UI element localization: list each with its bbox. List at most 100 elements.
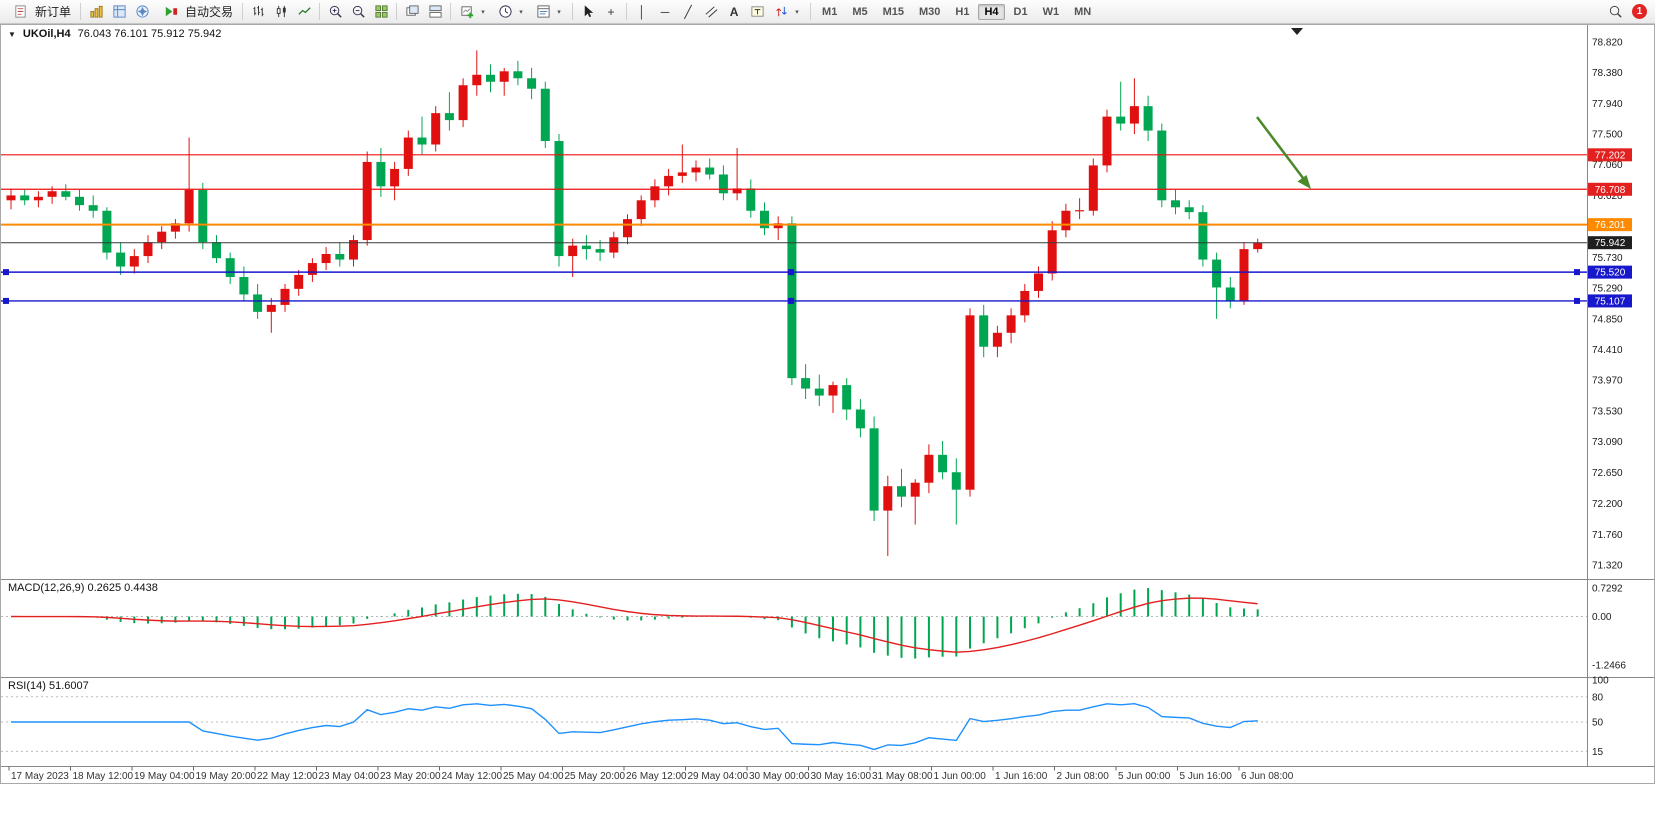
- chevron-down-icon: ▾: [557, 8, 561, 16]
- market-watch-icon: [112, 5, 126, 18]
- charts-button[interactable]: [85, 2, 107, 22]
- chart-canvas[interactable]: 78.820 78.380 77.940 77.500 77.060 76.620 75.7…: [1, 25, 1654, 783]
- trendline-button[interactable]: ╱: [684, 4, 692, 19]
- vertical-line-button[interactable]: │: [638, 4, 646, 19]
- svg-text:5 Jun 16:00: 5 Jun 16:00: [1180, 771, 1233, 782]
- separator: [572, 3, 574, 20]
- svg-text:5 Jun 00:00: 5 Jun 00:00: [1118, 771, 1171, 782]
- svg-text:30 May 00:00: 30 May 00:00: [749, 771, 810, 782]
- periods-button[interactable]: ▾: [493, 2, 530, 22]
- svg-text:77.202: 77.202: [1595, 150, 1626, 161]
- ohlc-values: 76.043 76.101 75.912 75.942: [77, 28, 222, 40]
- svg-text:78.820: 78.820: [1592, 38, 1623, 49]
- svg-text:80: 80: [1592, 692, 1604, 703]
- svg-text:76.620: 76.620: [1592, 191, 1623, 202]
- equidistant-channel-button[interactable]: [700, 2, 722, 22]
- horizontal-line-button[interactable]: ─: [660, 4, 670, 19]
- separator: [450, 3, 452, 20]
- zoom-in-button[interactable]: [324, 2, 346, 22]
- timeframe-H1[interactable]: H1: [955, 5, 970, 18]
- separator: [80, 3, 82, 20]
- separator: [626, 3, 628, 20]
- svg-text:77.500: 77.500: [1592, 130, 1623, 141]
- svg-text:1 Jun 16:00: 1 Jun 16:00: [995, 771, 1048, 782]
- bar-chart-button[interactable]: [247, 2, 269, 22]
- chevron-down-icon: ▾: [481, 8, 485, 16]
- line-chart-button[interactable]: [293, 2, 315, 22]
- tile-horizontally-button[interactable]: [424, 2, 446, 22]
- tile-windows-button[interactable]: [370, 2, 392, 22]
- timeframe-M5[interactable]: M5: [852, 5, 868, 18]
- svg-text:23 May 20:00: 23 May 20:00: [380, 771, 441, 782]
- separator: [810, 3, 812, 20]
- separator: [396, 3, 398, 20]
- svg-text:76.201: 76.201: [1595, 220, 1626, 231]
- notification-badge[interactable]: 1: [1632, 4, 1647, 19]
- candlestick-chart-button[interactable]: [270, 2, 292, 22]
- svg-text:22 May 12:00: 22 May 12:00: [257, 771, 318, 782]
- cascade-windows-button[interactable]: [401, 2, 423, 22]
- separator: [319, 3, 321, 20]
- timeframe-W1[interactable]: W1: [1042, 5, 1060, 18]
- template-icon: [537, 5, 550, 18]
- svg-text:25 May 20:00: 25 May 20:00: [565, 771, 626, 782]
- cascade-windows-icon: [405, 5, 419, 16]
- candlestick-chart-icon: [276, 5, 286, 18]
- autotrading-label: 自动交易: [185, 5, 234, 19]
- svg-text:31 May 08:00: 31 May 08:00: [872, 771, 933, 782]
- market-watch-button[interactable]: [108, 2, 130, 22]
- svg-text:71.320: 71.320: [1592, 561, 1623, 572]
- zoom-out-button[interactable]: [347, 2, 369, 22]
- svg-text:78.380: 78.380: [1592, 68, 1623, 79]
- svg-text:24 May 12:00: 24 May 12:00: [442, 771, 503, 782]
- text-button[interactable]: A: [729, 4, 739, 19]
- svg-text:19 May 20:00: 19 May 20:00: [196, 771, 257, 782]
- timeframe-M30[interactable]: M30: [919, 5, 941, 18]
- symbol-period-label: UKOil,H4: [22, 28, 71, 40]
- new-order-icon: [9, 2, 31, 22]
- cursor-button[interactable]: [577, 2, 599, 22]
- autotrading-button[interactable]: 自动交易: [154, 2, 238, 22]
- chart-window: 78.820 78.380 77.940 77.500 77.060 76.620 75.7…: [0, 24, 1655, 784]
- rsi-indicator-label: RSI(14) 51.6007: [8, 680, 89, 692]
- timeframe-D1[interactable]: D1: [1013, 5, 1028, 18]
- svg-text:50: 50: [1592, 718, 1604, 729]
- navigator-button[interactable]: [131, 2, 153, 22]
- toolbar: 新订单 自动交易: [0, 0, 1655, 24]
- crosshair-button[interactable]: +: [607, 4, 615, 19]
- zoom-in-icon: [329, 5, 342, 18]
- timeframe-M1[interactable]: M1: [822, 5, 838, 18]
- svg-text:18 May 12:00: 18 May 12:00: [73, 771, 134, 782]
- tile-windows-icon: [374, 5, 388, 18]
- svg-text:15: 15: [1592, 747, 1604, 758]
- navigator-icon: [135, 5, 149, 18]
- templates-button[interactable]: ▾: [531, 2, 568, 22]
- timeframe-H4[interactable]: H4: [978, 3, 1005, 20]
- svg-text:75.730: 75.730: [1592, 253, 1623, 264]
- collapse-icon[interactable]: ▼: [8, 29, 16, 39]
- arrows-button[interactable]: ▾: [769, 2, 806, 22]
- line-chart-icon: [297, 7, 311, 15]
- svg-text:25 May 04:00: 25 May 04:00: [503, 771, 564, 782]
- new-chart-button[interactable]: ▾: [455, 2, 492, 22]
- svg-text:6 Jun 08:00: 6 Jun 08:00: [1241, 771, 1294, 782]
- new-order-button[interactable]: 新订单: [4, 2, 76, 22]
- svg-text:74.850: 74.850: [1592, 314, 1623, 325]
- timeframe-M15[interactable]: M15: [882, 5, 904, 18]
- tile-horizontally-icon: [428, 5, 442, 18]
- macd-indicator-label: MACD(12,26,9) 0.2625 0.4438: [8, 582, 158, 594]
- cursor-icon: [584, 5, 593, 18]
- svg-text:71.760: 71.760: [1592, 530, 1623, 541]
- text-label-button[interactable]: [746, 2, 768, 22]
- svg-text:1 Jun 00:00: 1 Jun 00:00: [934, 771, 987, 782]
- search-button[interactable]: [1604, 2, 1626, 22]
- svg-text:73.530: 73.530: [1592, 406, 1623, 417]
- new-chart-icon: [461, 6, 474, 19]
- svg-text:2 Jun 08:00: 2 Jun 08:00: [1057, 771, 1110, 782]
- svg-text:76.708: 76.708: [1595, 185, 1626, 196]
- svg-text:0.7292: 0.7292: [1592, 584, 1623, 595]
- svg-text:77.940: 77.940: [1592, 99, 1623, 110]
- svg-text:17 May 2023: 17 May 2023: [11, 771, 69, 782]
- timeframe-MN[interactable]: MN: [1074, 5, 1092, 18]
- bar-chart-icon: [252, 5, 264, 17]
